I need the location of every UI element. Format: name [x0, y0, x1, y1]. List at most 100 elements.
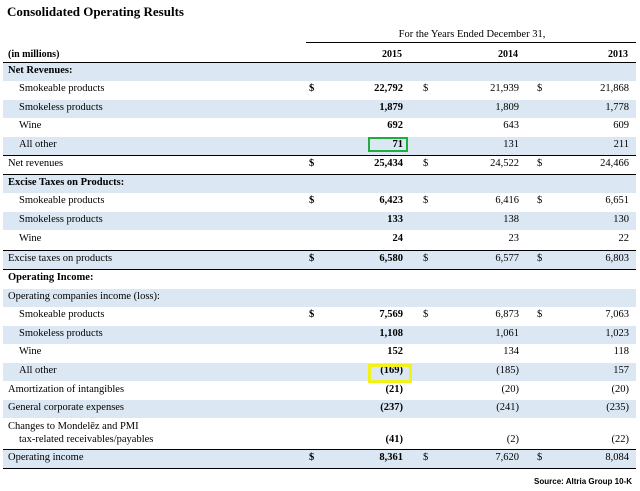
- table-row: Smokeable products $ $ $6,423 6,416 6,651: [3, 193, 636, 211]
- page-title: Consolidated Operating Results: [7, 4, 184, 19]
- table-row: Smokeless products 133 138 130: [3, 212, 636, 230]
- row-label: Wine: [19, 120, 42, 131]
- row-label: All other: [19, 365, 57, 376]
- row-label: Amortization of intangibles: [8, 384, 125, 395]
- table-row: Operating companies income (loss):: [3, 289, 636, 307]
- table-row: Amortization of intangibles (21) (20) (20): [3, 382, 636, 400]
- value-2014: (20): [501, 384, 520, 395]
- row-label: Operating companies income (loss):: [8, 291, 160, 302]
- row-label: Net Revenues:: [8, 65, 73, 76]
- table-row: All other 71 131 211: [3, 137, 636, 155]
- value-2014: 643: [503, 120, 519, 131]
- value-2013: 1,023: [605, 328, 629, 339]
- table-row: Excise taxes on products $ $ $6,580 6,577 6,8…: [3, 250, 636, 270]
- value-2015: (169): [380, 365, 403, 376]
- value-2015: 71: [392, 139, 404, 150]
- value-2015: (21): [385, 384, 404, 395]
- period-header: For the Years Ended December 31,: [398, 29, 546, 40]
- row-label: Wine: [19, 233, 42, 244]
- value-2013: 211: [613, 139, 629, 150]
- value-2013: 7,063: [605, 309, 629, 320]
- dollar-sign: $: [309, 309, 315, 320]
- table-row: Net revenues $ $ $25,434 24,522 24,466: [3, 155, 636, 175]
- value-2013: 6,803: [605, 253, 629, 264]
- row-label: Operating income: [8, 452, 84, 463]
- row-label: Operating Income:: [8, 272, 94, 283]
- table-row: Wine 24 23 22: [3, 231, 636, 249]
- value-2014: 6,873: [495, 309, 519, 320]
- value-2015: 22,792: [374, 83, 403, 94]
- value-2014: (2): [506, 434, 519, 445]
- value-2014: 24,522: [490, 158, 519, 169]
- table-row: Smokeable products $ $ $22,792 21,939 21,868: [3, 81, 636, 99]
- dollar-sign: $: [423, 309, 429, 320]
- value-2015: 6,580: [379, 253, 403, 264]
- row-label: Smokeless products: [19, 102, 103, 113]
- value-2014: 138: [503, 214, 519, 225]
- value-2013: 118: [613, 346, 629, 357]
- value-2015: 1,879: [379, 102, 403, 113]
- dollar-sign: $: [423, 83, 429, 94]
- row-label: Smokeable products: [19, 309, 105, 320]
- row-label: Excise Taxes on Products:: [8, 177, 125, 188]
- highlight-box-green: [368, 137, 408, 152]
- year-header-2013: 2013: [608, 49, 628, 60]
- value-2013: 6,651: [605, 195, 629, 206]
- value-2014: 23: [508, 233, 520, 244]
- dollar-sign: $: [309, 195, 315, 206]
- value-2015: 7,569: [379, 309, 403, 320]
- value-2015: 6,423: [379, 195, 403, 206]
- year-header-2014: 2014: [498, 49, 518, 60]
- table-row: Changes to Mondelēz and PMI tax-related r…: [3, 419, 636, 449]
- value-2015: 25,434: [374, 158, 403, 169]
- value-2013: 24,466: [600, 158, 629, 169]
- table-row: Operating income $ $ $8,361 7,620 8,084: [3, 449, 636, 469]
- row-label: Smokeless products: [19, 328, 103, 339]
- value-2015: 8,361: [379, 452, 403, 463]
- table-row: Smokeless products 1,879 1,809 1,778: [3, 100, 636, 118]
- value-2014: 21,939: [490, 83, 519, 94]
- value-2013: 157: [613, 365, 629, 376]
- value-2013: (20): [611, 384, 630, 395]
- header-divider: [306, 42, 636, 43]
- row-label: Smokeless products: [19, 214, 103, 225]
- value-2015: (41): [385, 434, 404, 445]
- value-2013: 22: [618, 233, 630, 244]
- value-2014: 6,577: [495, 253, 519, 264]
- row-label: General corporate expenses: [8, 402, 125, 413]
- value-2015: 133: [387, 214, 403, 225]
- table-row: Wine 692 643 609: [3, 118, 636, 136]
- dollar-sign: $: [309, 83, 315, 94]
- row-label: Changes to Mondelēz and PMI: [8, 421, 139, 432]
- dollar-sign: $: [309, 158, 315, 169]
- value-2014: 7,620: [495, 452, 519, 463]
- dollar-sign: $: [423, 452, 429, 463]
- table-row: Excise Taxes on Products:: [3, 175, 636, 193]
- dollar-sign: $: [423, 253, 429, 264]
- value-2013: (22): [611, 434, 630, 445]
- value-2013: (235): [606, 402, 629, 413]
- value-2013: 609: [613, 120, 629, 131]
- value-2014: (241): [496, 402, 519, 413]
- dollar-sign: $: [537, 158, 543, 169]
- row-label: Net revenues: [8, 158, 64, 169]
- table-row: Operating Income:: [3, 270, 636, 288]
- highlight-box-yellow: [368, 364, 412, 383]
- dollar-sign: $: [537, 83, 543, 94]
- value-2014: (185): [496, 365, 519, 376]
- year-header-2015: 2015: [382, 49, 402, 60]
- value-2015: (237): [380, 402, 403, 413]
- table-row: Smokeable products $ $ $7,569 6,873 7,063: [3, 307, 636, 325]
- value-2014: 1,061: [495, 328, 519, 339]
- value-2015: 1,108: [379, 328, 403, 339]
- value-2013: 21,868: [600, 83, 629, 94]
- row-label-continued: tax-related receivables/payables: [19, 434, 154, 445]
- value-2014: 1,809: [495, 102, 519, 113]
- row-label: Smokeable products: [19, 195, 105, 206]
- row-label: Smokeable products: [19, 83, 105, 94]
- units-label: (in millions): [8, 49, 60, 60]
- dollar-sign: $: [309, 253, 315, 264]
- row-label: All other: [19, 139, 57, 150]
- value-2015: 692: [387, 120, 403, 131]
- header-bottom-rule: [3, 62, 636, 63]
